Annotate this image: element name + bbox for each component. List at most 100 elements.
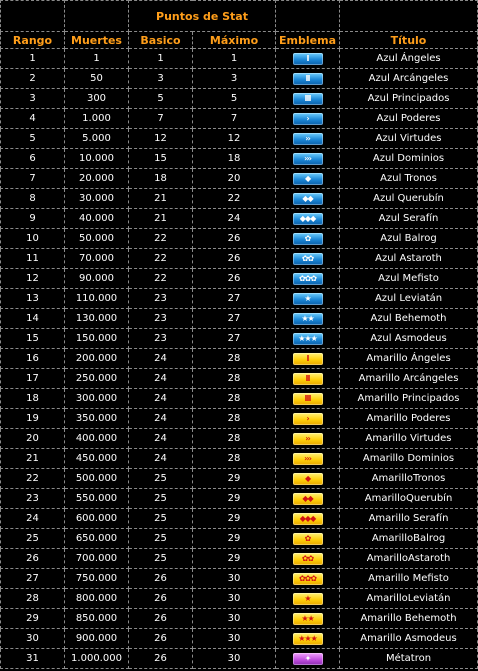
title-cell: AmarilloAstaroth [339,548,478,569]
column-header-maximo: Máximo [191,31,277,49]
basic-cell: 22 [128,268,193,289]
kills-cell: 550.000 [64,488,129,509]
rank-cell: 27 [0,568,65,589]
table-row: 31 1.000.000 26 30 ✦ Métatron [0,648,478,669]
emblem-glyph: ◆◆◆ [299,513,316,523]
max-cell: 18 [191,148,277,169]
rank-cell: 12 [0,268,65,289]
basic-cell: 24 [128,368,193,389]
table-row: 30 900.000 26 30 ★★★ Amarillo Asmodeus [0,628,478,649]
basic-cell: 24 [128,448,193,469]
bar-1-icon: I [292,52,323,65]
column-header-basico: Basico [128,31,193,49]
bar-2-icon: II [292,72,323,85]
kills-cell: 1.000.000 [64,648,129,669]
kills-cell: 150.000 [64,328,129,349]
emblem-cell: ★★★ [275,328,341,349]
table-row: 16 200.000 24 28 I Amarillo Ángeles [0,348,478,369]
max-cell: 26 [191,268,277,289]
basic-cell: 23 [128,308,193,329]
max-cell: 26 [191,248,277,269]
emblem-glyph: ✦ [304,653,312,663]
rank-cell: 4 [0,108,65,129]
bar-1-icon: I [292,352,323,365]
basic-cell: 25 [128,488,193,509]
emblem-glyph: ✿✿ [301,553,314,563]
max-cell: 28 [191,448,277,469]
basic-cell: 26 [128,588,193,609]
star-2-icon: ★★ [292,312,323,325]
rank-cell: 22 [0,468,65,489]
flower-1-icon: ✿ [292,232,323,245]
emblem-glyph: I [306,353,310,363]
title-cell: Amarillo Arcángeles [339,368,478,389]
rank-cell: 13 [0,288,65,309]
kills-cell: 600.000 [64,508,129,529]
table-row: 4 1.000 7 7 › Azul Poderes [0,108,478,129]
kills-cell: 300.000 [64,388,129,409]
rank-cell: 26 [0,548,65,569]
basic-cell: 26 [128,628,193,649]
rank-cell: 16 [0,348,65,369]
basic-cell: 1 [128,48,193,69]
kills-cell: 750.000 [64,568,129,589]
title-cell: Azul Dominios [339,148,478,169]
max-cell: 20 [191,168,277,189]
emblem-glyph: ✿✿✿ [298,273,317,283]
emblem-cell: ★ [275,288,341,309]
table-row: 24 600.000 25 29 ◆◆◆ Amarillo Serafín [0,508,478,529]
table-row: 9 40.000 21 24 ◆◆◆ Azul Serafín [0,208,478,229]
kills-cell: 50 [64,68,129,89]
title-cell: Métatron [339,648,478,669]
kills-cell: 850.000 [64,608,129,629]
emblem-cell: II [275,68,341,89]
rank-cell: 5 [0,128,65,149]
table-row: 18 300.000 24 28 III Amarillo Principados [0,388,478,409]
emblem-glyph: ★★ [301,313,314,323]
max-cell: 27 [191,308,277,329]
title-cell: Amarillo Behemoth [339,608,478,629]
kills-cell: 650.000 [64,528,129,549]
table-row: 15 150.000 23 27 ★★★ Azul Asmodeus [0,328,478,349]
max-cell: 30 [191,608,277,629]
kills-cell: 300 [64,88,129,109]
column-header-titulo: Título [339,31,478,49]
emblem-glyph: III [304,93,312,103]
basic-cell: 24 [128,388,193,409]
emblem-cell: ››› [275,148,341,169]
basic-cell: 24 [128,408,193,429]
rank-cell: 11 [0,248,65,269]
kills-cell: 1 [64,48,129,69]
emblem-glyph: ★ [304,593,311,603]
basic-cell: 18 [128,168,193,189]
header-blank [275,0,341,32]
title-cell: Azul Arcángeles [339,68,478,89]
rank-cell: 23 [0,488,65,509]
max-cell: 3 [191,68,277,89]
emblem-cell: ✿ [275,528,341,549]
rank-cell: 15 [0,328,65,349]
table-row: 17 250.000 24 28 II Amarillo Arcángeles [0,368,478,389]
table-row: 8 30.000 21 22 ◆◆ Azul Querubín [0,188,478,209]
flower-1-icon: ✿ [292,532,323,545]
max-cell: 30 [191,568,277,589]
max-cell: 28 [191,388,277,409]
flower-3-icon: ✿✿✿ [292,572,323,585]
title-cell: Azul Poderes [339,108,478,129]
header-columns-row: Rango Muertes Basico Máximo Emblema Títu… [0,31,478,49]
table-row: 25 650.000 25 29 ✿ AmarilloBalrog [0,528,478,549]
emblem-cell: II [275,368,341,389]
flower-2-icon: ✿✿ [292,252,323,265]
kills-cell: 1.000 [64,108,129,129]
column-header-muertes: Muertes [64,31,129,49]
rank-cell: 9 [0,208,65,229]
basic-cell: 26 [128,608,193,629]
star-1-icon: ★ [292,292,323,305]
header-blank [339,0,478,32]
max-cell: 22 [191,188,277,209]
rank-cell: 30 [0,628,65,649]
kills-cell: 110.000 [64,288,129,309]
title-cell: Amarillo Ángeles [339,348,478,369]
title-cell: AmarilloLeviatán [339,588,478,609]
